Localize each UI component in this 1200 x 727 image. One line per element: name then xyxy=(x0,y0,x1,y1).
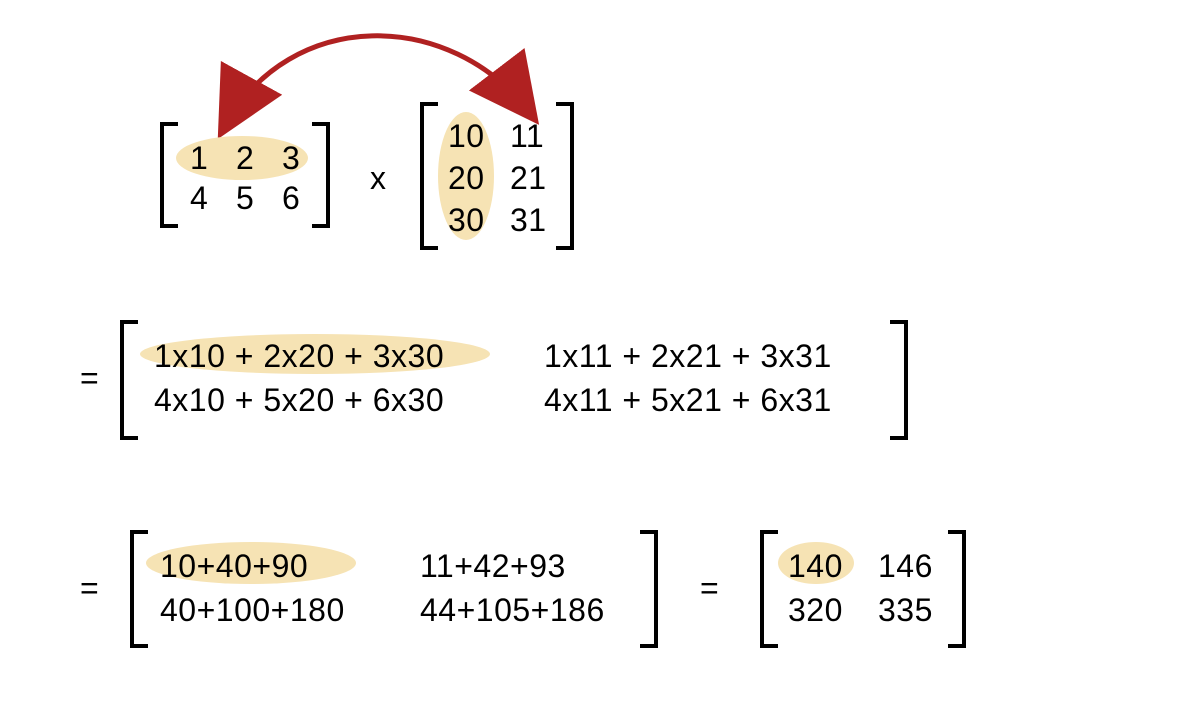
a-1-2: 6 xyxy=(282,178,300,218)
b-1-1: 21 xyxy=(510,158,547,198)
b-2-0: 30 xyxy=(448,200,485,240)
equals-step2: = xyxy=(80,570,99,607)
a-0-0: 1 xyxy=(190,138,208,178)
s-1-1: 44+105+186 xyxy=(420,590,605,630)
b-0-1: 11 xyxy=(510,116,544,156)
e-0-0: 1x10 + 2x20 + 3x30 xyxy=(154,336,444,376)
e-0-1: 1x11 + 2x21 + 3x31 xyxy=(544,336,832,376)
a-0-1: 2 xyxy=(236,138,254,178)
r-1-1: 335 xyxy=(878,590,933,630)
equals-step1: = xyxy=(80,360,99,397)
s-0-0: 10+40+90 xyxy=(160,546,308,586)
a-1-1: 5 xyxy=(236,178,254,218)
b-2-1: 31 xyxy=(510,200,547,240)
multiply-operator: x xyxy=(370,160,386,197)
a-1-0: 4 xyxy=(190,178,208,218)
b-1-0: 20 xyxy=(448,158,485,198)
r-1-0: 320 xyxy=(788,590,843,630)
r-0-1: 146 xyxy=(878,546,933,586)
e-1-0: 4x10 + 5x20 + 6x30 xyxy=(154,380,444,420)
s-1-0: 40+100+180 xyxy=(160,590,345,630)
e-1-1: 4x11 + 5x21 + 6x31 xyxy=(544,380,832,420)
s-0-1: 11+42+93 xyxy=(420,546,566,586)
a-0-2: 3 xyxy=(282,138,300,178)
b-0-0: 10 xyxy=(448,116,485,156)
diagram-canvas: 1 2 3 4 5 6 x 10 11 20 21 30 31 = 1x10 +… xyxy=(0,0,1200,727)
equals-result: = xyxy=(700,570,719,607)
r-0-0: 140 xyxy=(788,546,843,586)
